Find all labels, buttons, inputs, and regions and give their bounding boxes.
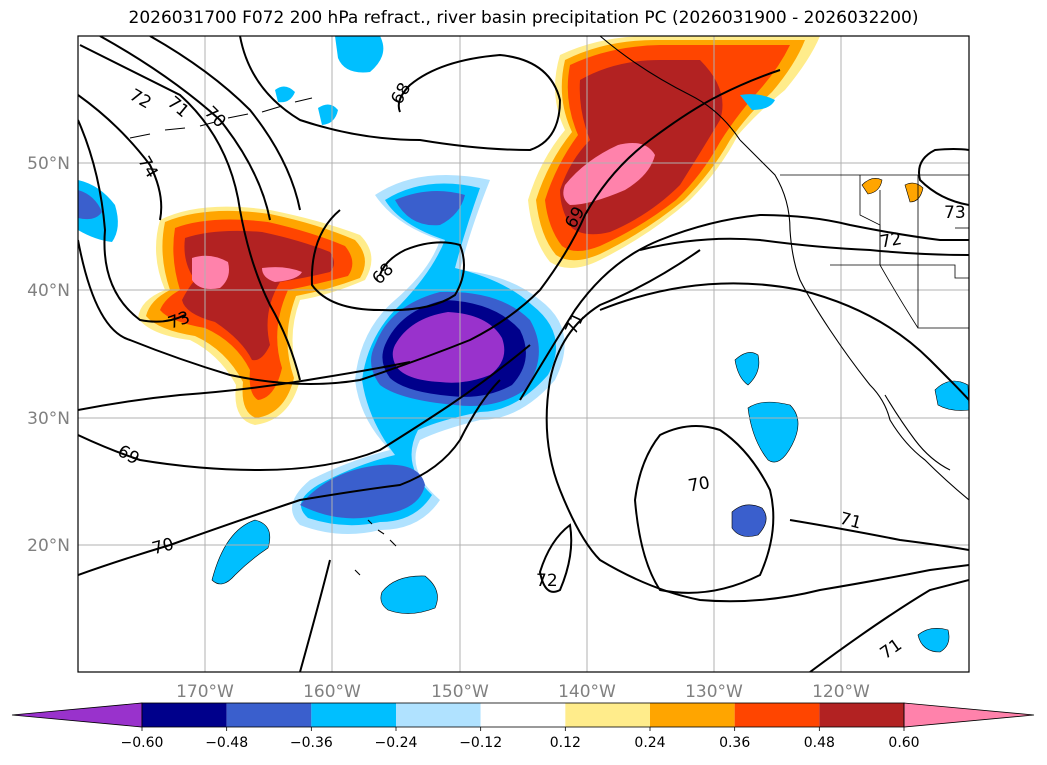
- colorbar-extend-min: [11, 702, 143, 728]
- lat-tick-label: 40°N: [27, 281, 70, 301]
- colorbar-outline: [141, 702, 905, 728]
- colorbar-cell: [311, 703, 396, 727]
- contour-70-sw: [78, 379, 501, 576]
- contour-71-east: [78, 361, 411, 411]
- contour-71-west: [99, 36, 271, 221]
- map-plot-area: 72 71 70 74 73 68 69 71 73 72 69 70 72 7…: [78, 36, 969, 672]
- colorbar-cell: [480, 703, 566, 727]
- contour-73-west: [78, 119, 186, 323]
- colorbar: −0.60 −0.48 −0.36 −0.24 −0.12 0.12 0.24 0.36 0.4…: [11, 702, 1035, 751]
- colorbar-tick-label: −0.48: [205, 735, 248, 751]
- colorbar-tick-label: 0.12: [550, 735, 581, 751]
- colorbar-tick-label: 0.24: [634, 735, 665, 751]
- contour-71-ne: [519, 213, 969, 401]
- negative-anomaly-purple: [392, 312, 505, 383]
- lon-tick-label: 150°W: [431, 682, 489, 702]
- contour-68-mid: [310, 209, 465, 312]
- colorbar-tick-label: −0.60: [121, 735, 164, 751]
- positive-anomaly-pink: [192, 255, 302, 289]
- colorbar-ticks: −0.60 −0.48 −0.36 −0.24 −0.12 0.12 0.24 0.36 0.4…: [121, 727, 920, 751]
- lon-tick-label: 170°W: [176, 682, 234, 702]
- contour-71-far: [299, 559, 331, 672]
- positive-anomaly-ne-cyan: [740, 94, 775, 110]
- colorbar-cell: [734, 703, 820, 727]
- colorbar-cell: [142, 703, 227, 727]
- colorbar-extend-max: [903, 702, 1035, 728]
- colorbar-cell: [819, 703, 904, 727]
- colorbar-cell: [396, 703, 481, 727]
- contour-71-se2: [809, 579, 969, 672]
- baja-coast: [884, 394, 951, 471]
- negative-anomaly-west-core: [78, 190, 102, 220]
- colorbar-tick-label: 0.48: [804, 735, 835, 751]
- contour-69-big: [78, 69, 781, 385]
- refractivity-contours: [78, 36, 969, 672]
- colorbar-tick-label: 0.60: [888, 735, 919, 751]
- contour-71-se: [599, 282, 969, 401]
- colorbar-tick-label: −0.12: [459, 735, 502, 751]
- colorbar-cells: [11, 702, 1035, 728]
- negative-anomaly-east2: [731, 504, 767, 537]
- contour-label: 70: [687, 473, 712, 496]
- lon-tick-label: 160°W: [303, 682, 361, 702]
- negative-anomaly-hawaii: [380, 575, 438, 614]
- negative-anomaly-north: [335, 36, 384, 73]
- lon-tick-label: 130°W: [685, 682, 743, 702]
- contour-69-sw: [78, 344, 531, 472]
- political-borders: [780, 174, 969, 329]
- hawaii-islands: [354, 519, 397, 576]
- contour-74: [78, 94, 163, 221]
- colorbar-tick-label: −0.24: [375, 735, 418, 751]
- lon-tick-label: 140°W: [558, 682, 616, 702]
- contour-72-east: [545, 249, 969, 603]
- positive-anomaly-gb2: [904, 182, 924, 203]
- negative-anomaly-east3: [734, 352, 760, 386]
- lat-tick-label: 30°N: [27, 409, 70, 429]
- coastlines: [129, 36, 969, 576]
- colorbar-cell: [650, 703, 735, 727]
- contour-70-west: [149, 36, 301, 211]
- contour-68: [239, 36, 562, 152]
- contour-71-sw: [789, 519, 969, 551]
- negative-anomaly-south: [917, 628, 950, 653]
- negative-anomaly-subtropic: [211, 519, 271, 585]
- negative-anomaly-north2: [318, 104, 338, 125]
- negative-anomaly-east: [747, 401, 799, 463]
- lon-tick-label: 120°W: [812, 682, 870, 702]
- graticule: [78, 36, 969, 672]
- contour-label: 72: [536, 571, 558, 591]
- lat-tick-label: 50°N: [27, 154, 70, 174]
- aleutians: [129, 97, 313, 139]
- contour-73-ne: [918, 148, 969, 206]
- map-title: 2026031700 F072 200 hPa refract., river …: [128, 8, 919, 28]
- precipitation-shading: [78, 36, 969, 653]
- lat-tick-label: 20°N: [27, 536, 70, 556]
- contour-72-small: [538, 523, 573, 593]
- contour-72-west: [79, 44, 301, 381]
- colorbar-tick-label: −0.36: [290, 735, 333, 751]
- colorbar-cell: [226, 703, 312, 727]
- colorbar-cell: [565, 703, 650, 727]
- alaska-coast: [599, 36, 741, 141]
- north-america-coast: [739, 139, 969, 501]
- contour-70-east: [633, 425, 775, 594]
- map-frame: [77, 35, 970, 673]
- longitude-ticks: 170°W 160°W 150°W 140°W 130°W 120°W: [176, 682, 870, 702]
- positive-anomaly-ne-pink: [563, 142, 655, 205]
- colorbar-tick-label: 0.36: [719, 735, 750, 751]
- negative-anomaly-nw: [275, 86, 295, 103]
- contour-label: 72: [879, 229, 904, 252]
- latitude-ticks: 50°N 40°N 30°N 20°N: [27, 154, 70, 556]
- negative-anomaly-baja: [934, 380, 969, 411]
- contour-label: 73: [944, 203, 966, 223]
- contour-72-ne: [639, 237, 969, 256]
- positive-anomaly-gb1: [861, 178, 883, 195]
